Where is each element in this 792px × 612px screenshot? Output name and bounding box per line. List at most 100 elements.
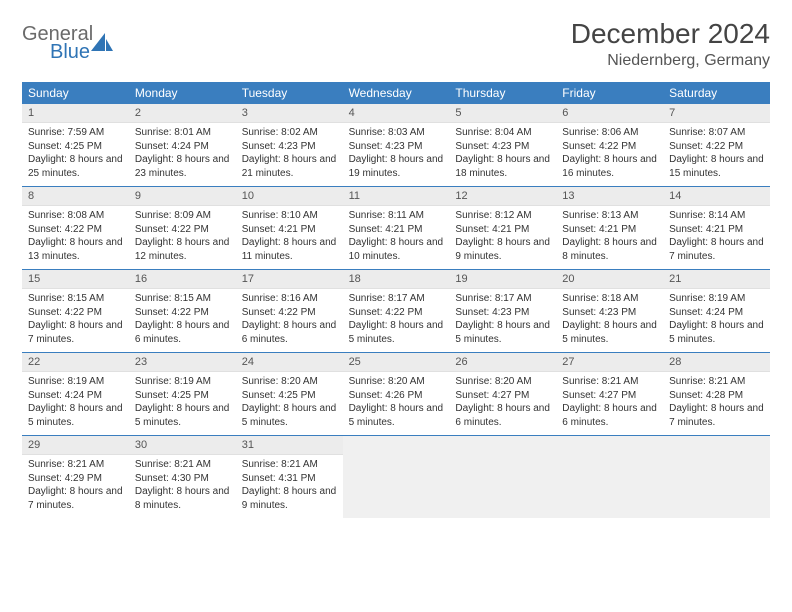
daylight-line: Daylight: 8 hours and 7 minutes. [28, 319, 123, 346]
sunrise-line: Sunrise: 8:19 AM [669, 292, 764, 306]
daylight-line: Daylight: 8 hours and 9 minutes. [455, 236, 550, 263]
day-details: Sunrise: 8:16 AMSunset: 4:22 PMDaylight:… [236, 289, 343, 346]
calendar-day-cell: 5Sunrise: 8:04 AMSunset: 4:23 PMDaylight… [449, 104, 556, 186]
sunset-line: Sunset: 4:29 PM [28, 472, 123, 486]
calendar-day-cell: 16Sunrise: 8:15 AMSunset: 4:22 PMDayligh… [129, 270, 236, 352]
sunset-line: Sunset: 4:30 PM [135, 472, 230, 486]
day-details: Sunrise: 8:20 AMSunset: 4:25 PMDaylight:… [236, 372, 343, 429]
daylight-line: Daylight: 8 hours and 23 minutes. [135, 153, 230, 180]
calendar-day-cell: 25Sunrise: 8:20 AMSunset: 4:26 PMDayligh… [343, 353, 450, 435]
daylight-line: Daylight: 8 hours and 5 minutes. [135, 402, 230, 429]
day-number: 7 [663, 104, 770, 123]
calendar-day-cell: 10Sunrise: 8:10 AMSunset: 4:21 PMDayligh… [236, 187, 343, 269]
sunrise-line: Sunrise: 8:19 AM [135, 375, 230, 389]
day-number: 5 [449, 104, 556, 123]
day-number: 17 [236, 270, 343, 289]
logo-text: General Blue [22, 24, 93, 62]
day-details: Sunrise: 8:13 AMSunset: 4:21 PMDaylight:… [556, 206, 663, 263]
calendar-week-row: 22Sunrise: 8:19 AMSunset: 4:24 PMDayligh… [22, 353, 770, 436]
daylight-line: Daylight: 8 hours and 6 minutes. [242, 319, 337, 346]
day-details: Sunrise: 8:12 AMSunset: 4:21 PMDaylight:… [449, 206, 556, 263]
sunrise-line: Sunrise: 8:02 AM [242, 126, 337, 140]
day-number: 30 [129, 436, 236, 455]
weekday-header: Thursday [449, 82, 556, 104]
calendar-day-cell: 8Sunrise: 8:08 AMSunset: 4:22 PMDaylight… [22, 187, 129, 269]
day-details: Sunrise: 8:19 AMSunset: 4:24 PMDaylight:… [22, 372, 129, 429]
calendar-week-row: 8Sunrise: 8:08 AMSunset: 4:22 PMDaylight… [22, 187, 770, 270]
weekday-header: Wednesday [343, 82, 450, 104]
day-details: Sunrise: 8:20 AMSunset: 4:26 PMDaylight:… [343, 372, 450, 429]
calendar-day-cell: 15Sunrise: 8:15 AMSunset: 4:22 PMDayligh… [22, 270, 129, 352]
daylight-line: Daylight: 8 hours and 7 minutes. [28, 485, 123, 512]
day-details: Sunrise: 8:20 AMSunset: 4:27 PMDaylight:… [449, 372, 556, 429]
daylight-line: Daylight: 8 hours and 12 minutes. [135, 236, 230, 263]
sunset-line: Sunset: 4:24 PM [135, 140, 230, 154]
daylight-line: Daylight: 8 hours and 5 minutes. [242, 402, 337, 429]
calendar-day-cell: 23Sunrise: 8:19 AMSunset: 4:25 PMDayligh… [129, 353, 236, 435]
daylight-line: Daylight: 8 hours and 6 minutes. [562, 402, 657, 429]
calendar-day-cell: 1Sunrise: 7:59 AMSunset: 4:25 PMDaylight… [22, 104, 129, 186]
sunrise-line: Sunrise: 8:11 AM [349, 209, 444, 223]
day-number: 3 [236, 104, 343, 123]
sunrise-line: Sunrise: 8:21 AM [135, 458, 230, 472]
day-details: Sunrise: 8:19 AMSunset: 4:25 PMDaylight:… [129, 372, 236, 429]
daylight-line: Daylight: 8 hours and 5 minutes. [349, 319, 444, 346]
calendar-day-cell: 6Sunrise: 8:06 AMSunset: 4:22 PMDaylight… [556, 104, 663, 186]
sunset-line: Sunset: 4:22 PM [562, 140, 657, 154]
day-details: Sunrise: 8:18 AMSunset: 4:23 PMDaylight:… [556, 289, 663, 346]
daylight-line: Daylight: 8 hours and 10 minutes. [349, 236, 444, 263]
day-details: Sunrise: 8:15 AMSunset: 4:22 PMDaylight:… [129, 289, 236, 346]
day-number: 14 [663, 187, 770, 206]
daylight-line: Daylight: 8 hours and 7 minutes. [669, 402, 764, 429]
daylight-line: Daylight: 8 hours and 11 minutes. [242, 236, 337, 263]
day-details: Sunrise: 8:07 AMSunset: 4:22 PMDaylight:… [663, 123, 770, 180]
title-block: December 2024 Niedernberg, Germany [571, 18, 770, 70]
calendar-day-cell: 4Sunrise: 8:03 AMSunset: 4:23 PMDaylight… [343, 104, 450, 186]
calendar-day-cell: 13Sunrise: 8:13 AMSunset: 4:21 PMDayligh… [556, 187, 663, 269]
logo: General Blue [22, 18, 115, 62]
page-title: December 2024 [571, 18, 770, 50]
day-number: 25 [343, 353, 450, 372]
location-label: Niedernberg, Germany [571, 52, 770, 70]
calendar-day-cell: 26Sunrise: 8:20 AMSunset: 4:27 PMDayligh… [449, 353, 556, 435]
day-details: Sunrise: 8:21 AMSunset: 4:29 PMDaylight:… [22, 455, 129, 512]
day-number: 1 [22, 104, 129, 123]
calendar-day-cell: 28Sunrise: 8:21 AMSunset: 4:28 PMDayligh… [663, 353, 770, 435]
calendar-empty-cell [343, 436, 450, 518]
day-number: 23 [129, 353, 236, 372]
day-number: 31 [236, 436, 343, 455]
day-number: 28 [663, 353, 770, 372]
day-details: Sunrise: 8:11 AMSunset: 4:21 PMDaylight:… [343, 206, 450, 263]
daylight-line: Daylight: 8 hours and 5 minutes. [349, 402, 444, 429]
calendar-day-cell: 7Sunrise: 8:07 AMSunset: 4:22 PMDaylight… [663, 104, 770, 186]
calendar: SundayMondayTuesdayWednesdayThursdayFrid… [22, 82, 770, 518]
calendar-day-cell: 12Sunrise: 8:12 AMSunset: 4:21 PMDayligh… [449, 187, 556, 269]
day-details: Sunrise: 8:03 AMSunset: 4:23 PMDaylight:… [343, 123, 450, 180]
weekday-header: Friday [556, 82, 663, 104]
sunrise-line: Sunrise: 8:21 AM [242, 458, 337, 472]
calendar-day-cell: 2Sunrise: 8:01 AMSunset: 4:24 PMDaylight… [129, 104, 236, 186]
sunset-line: Sunset: 4:22 PM [669, 140, 764, 154]
daylight-line: Daylight: 8 hours and 5 minutes. [669, 319, 764, 346]
sunset-line: Sunset: 4:23 PM [562, 306, 657, 320]
sunrise-line: Sunrise: 8:09 AM [135, 209, 230, 223]
calendar-day-cell: 27Sunrise: 8:21 AMSunset: 4:27 PMDayligh… [556, 353, 663, 435]
calendar-empty-cell [449, 436, 556, 518]
sunset-line: Sunset: 4:25 PM [135, 389, 230, 403]
day-number: 24 [236, 353, 343, 372]
sunrise-line: Sunrise: 8:10 AM [242, 209, 337, 223]
daylight-line: Daylight: 8 hours and 19 minutes. [349, 153, 444, 180]
sunset-line: Sunset: 4:27 PM [562, 389, 657, 403]
sunset-line: Sunset: 4:21 PM [562, 223, 657, 237]
daylight-line: Daylight: 8 hours and 6 minutes. [455, 402, 550, 429]
calendar-day-cell: 9Sunrise: 8:09 AMSunset: 4:22 PMDaylight… [129, 187, 236, 269]
day-number: 12 [449, 187, 556, 206]
logo-sail-icon [91, 33, 115, 51]
sunset-line: Sunset: 4:21 PM [349, 223, 444, 237]
sunset-line: Sunset: 4:21 PM [455, 223, 550, 237]
sunrise-line: Sunrise: 8:20 AM [242, 375, 337, 389]
calendar-empty-cell [663, 436, 770, 518]
day-number: 26 [449, 353, 556, 372]
calendar-day-cell: 29Sunrise: 8:21 AMSunset: 4:29 PMDayligh… [22, 436, 129, 518]
sunset-line: Sunset: 4:24 PM [28, 389, 123, 403]
